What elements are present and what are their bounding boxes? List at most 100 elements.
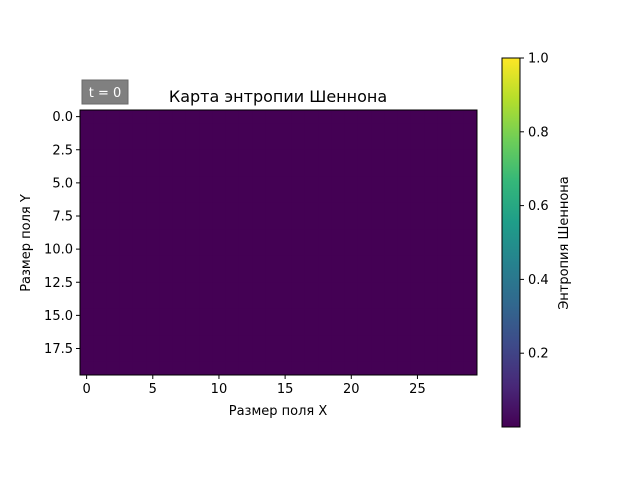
colorbar-tick-label: 0.8: [528, 125, 549, 140]
heatmap-cell: [119, 110, 134, 124]
heatmap-cell: [172, 282, 187, 296]
heatmap-cell: [252, 123, 266, 137]
heatmap-cell: [212, 176, 227, 190]
heatmap-cell: [106, 176, 121, 190]
heatmap-cell: [212, 295, 227, 310]
heatmap-cell: [344, 255, 359, 270]
heatmap-cell: [106, 229, 121, 243]
heatmap-cell: [397, 149, 412, 164]
heatmap-cell: [93, 295, 107, 310]
heatmap-cell: [318, 176, 332, 190]
heatmap-cell: [172, 255, 187, 270]
heatmap-cell: [199, 335, 213, 349]
heatmap-cell: [80, 308, 94, 323]
heatmap-cell: [437, 229, 452, 243]
heatmap-cell: [93, 176, 107, 190]
heatmap-cell: [304, 255, 319, 270]
heatmap-cell: [252, 322, 266, 336]
heatmap-cell: [437, 322, 452, 336]
heatmap-cell: [212, 163, 227, 177]
heatmap-cell: [93, 282, 107, 296]
heatmap-cell: [199, 308, 213, 323]
heatmap-cell: [397, 202, 412, 217]
heatmap-cell: [371, 282, 385, 296]
colorbar-ticks: 0.2 0.4 0.6 0.8 1.0: [520, 52, 549, 362]
heatmap-cell: [106, 255, 121, 270]
heatmap-cell: [410, 295, 425, 310]
heatmap-cell: [199, 123, 213, 137]
heatmap-cell: [304, 335, 319, 349]
heatmap-cell: [252, 295, 266, 310]
heatmap-cell: [344, 335, 359, 349]
heatmap-cell: [410, 242, 425, 257]
heatmap-cell: [159, 163, 174, 177]
heatmap-cell: [410, 163, 425, 177]
heatmap-cell: [450, 176, 465, 190]
heatmap-cell: [371, 255, 385, 270]
heatmap-cell: [146, 229, 160, 243]
heatmap-cell: [424, 361, 438, 376]
chart-title: Карта энтропии Шеннона: [169, 87, 387, 106]
heatmap-cell: [437, 269, 452, 283]
heatmap-cell: [119, 322, 134, 336]
heatmap-cell: [106, 136, 121, 151]
heatmap-cell: [331, 189, 346, 204]
heatmap-cell: [437, 216, 452, 230]
heatmap-cell: [437, 335, 452, 349]
heatmap-cell: [450, 295, 465, 310]
heatmap-cell: [172, 123, 187, 137]
heatmap-cell: [172, 322, 187, 336]
heatmap-cell: [265, 189, 279, 204]
heatmap-cell: [185, 176, 200, 190]
heatmap-cell: [463, 176, 478, 190]
heatmap-cell: [463, 149, 478, 164]
heatmap-cell: [424, 255, 438, 270]
heatmap-cell: [344, 189, 359, 204]
heatmap-cell: [80, 202, 94, 217]
heatmap-cell: [450, 282, 465, 296]
heatmap-cell: [93, 189, 107, 204]
heatmap-cell: [450, 110, 465, 124]
heatmap-cell: [159, 348, 174, 363]
heatmap-cell: [119, 361, 134, 376]
heatmap-cell: [437, 110, 452, 124]
heatmap-cell: [252, 348, 266, 363]
heatmap-cell: [132, 123, 147, 137]
heatmap-cell: [291, 110, 306, 124]
heatmap-cell: [185, 216, 200, 230]
heatmap-cell: [146, 348, 160, 363]
heatmap-cell: [331, 322, 346, 336]
heatmap-cell: [238, 163, 253, 177]
heatmap-cell: [384, 163, 399, 177]
heatmap-cell: [450, 136, 465, 151]
heatmap-cell: [238, 110, 253, 124]
heatmap-cell: [225, 322, 240, 336]
heatmap-cell: [344, 242, 359, 257]
heatmap-cell: [463, 282, 478, 296]
heatmap-cell: [463, 269, 478, 283]
heatmap-cell: [132, 361, 147, 376]
heatmap-cell: [344, 149, 359, 164]
heatmap-cell: [80, 335, 94, 349]
heatmap-cell: [132, 308, 147, 323]
heatmap-cell: [318, 295, 332, 310]
heatmap-cell: [212, 348, 227, 363]
heatmap-cell: [424, 348, 438, 363]
heatmap-cell: [384, 269, 399, 283]
heatmap-cell: [318, 189, 332, 204]
heatmap-cell: [172, 308, 187, 323]
x-tick-label: 10: [211, 382, 228, 397]
heatmap-cell: [252, 189, 266, 204]
heatmap-cell: [199, 269, 213, 283]
heatmap-cell: [238, 361, 253, 376]
heatmap-cell: [291, 202, 306, 217]
heatmap-cell: [225, 361, 240, 376]
heatmap-cell: [410, 110, 425, 124]
heatmap-cell: [106, 308, 121, 323]
heatmap-cell: [291, 216, 306, 230]
heatmap-cell: [146, 242, 160, 257]
heatmap-cell: [384, 308, 399, 323]
heatmap-cell: [304, 269, 319, 283]
heatmap-cell: [318, 216, 332, 230]
heatmap-cell: [384, 202, 399, 217]
